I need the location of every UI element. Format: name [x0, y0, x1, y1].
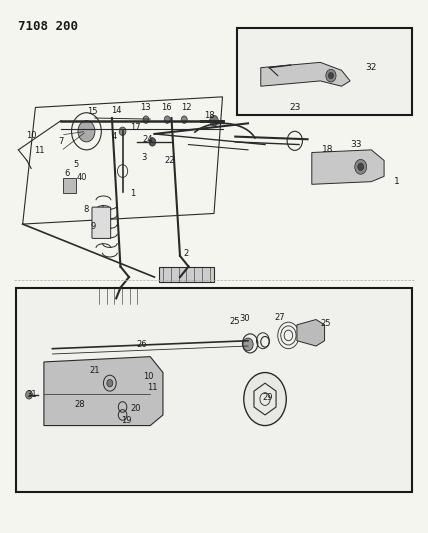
- FancyBboxPatch shape: [238, 28, 412, 115]
- Circle shape: [181, 116, 187, 123]
- Text: 15: 15: [88, 107, 98, 116]
- FancyBboxPatch shape: [92, 207, 111, 238]
- Circle shape: [328, 72, 333, 79]
- FancyBboxPatch shape: [16, 288, 412, 492]
- Text: 25: 25: [229, 317, 240, 326]
- Text: 1: 1: [131, 189, 136, 198]
- Text: 8: 8: [84, 205, 89, 214]
- Text: 28: 28: [75, 400, 85, 409]
- Circle shape: [243, 338, 253, 351]
- Text: 31: 31: [26, 390, 36, 399]
- Text: 2: 2: [184, 249, 189, 258]
- Text: 9: 9: [90, 222, 95, 231]
- Text: 12: 12: [181, 103, 192, 112]
- Text: 10: 10: [143, 372, 153, 381]
- Text: 25: 25: [320, 319, 331, 328]
- Text: 7108 200: 7108 200: [18, 20, 78, 33]
- Circle shape: [26, 391, 33, 399]
- Text: 11: 11: [34, 147, 45, 156]
- Text: 4: 4: [111, 132, 117, 141]
- Text: 3: 3: [141, 154, 146, 163]
- Text: 6: 6: [65, 168, 70, 177]
- Text: 18: 18: [322, 146, 334, 155]
- Circle shape: [119, 127, 126, 135]
- Text: 13: 13: [140, 103, 150, 112]
- Circle shape: [355, 159, 367, 174]
- Circle shape: [149, 138, 156, 146]
- Text: 10: 10: [26, 131, 36, 140]
- Text: 33: 33: [351, 140, 362, 149]
- Text: 16: 16: [161, 103, 172, 112]
- Circle shape: [143, 116, 149, 123]
- Text: 7: 7: [58, 138, 64, 147]
- Polygon shape: [44, 357, 163, 425]
- Circle shape: [210, 115, 218, 126]
- Polygon shape: [312, 150, 384, 184]
- Circle shape: [358, 163, 364, 171]
- Text: 30: 30: [240, 314, 250, 323]
- Circle shape: [78, 120, 95, 142]
- Polygon shape: [261, 62, 350, 86]
- Text: 20: 20: [131, 404, 141, 413]
- Text: 14: 14: [111, 106, 122, 115]
- Circle shape: [164, 116, 170, 123]
- Text: 22: 22: [164, 156, 175, 165]
- Text: 26: 26: [137, 341, 147, 350]
- Text: 11: 11: [147, 383, 158, 392]
- Text: 27: 27: [275, 313, 285, 322]
- Circle shape: [326, 69, 336, 82]
- Text: 19: 19: [122, 416, 132, 425]
- Text: 18: 18: [205, 111, 215, 120]
- Text: 21: 21: [90, 366, 100, 375]
- Polygon shape: [95, 288, 142, 304]
- Text: 1: 1: [394, 177, 400, 186]
- Text: 17: 17: [130, 123, 141, 132]
- Text: 32: 32: [366, 63, 377, 72]
- Text: 29: 29: [262, 393, 272, 402]
- Text: 40: 40: [77, 173, 87, 182]
- Polygon shape: [159, 266, 214, 282]
- Text: 23: 23: [289, 103, 300, 112]
- FancyBboxPatch shape: [62, 179, 76, 193]
- Circle shape: [244, 373, 286, 425]
- Text: 24: 24: [142, 135, 152, 144]
- Text: 5: 5: [73, 160, 78, 169]
- Polygon shape: [297, 319, 324, 346]
- Circle shape: [107, 379, 113, 387]
